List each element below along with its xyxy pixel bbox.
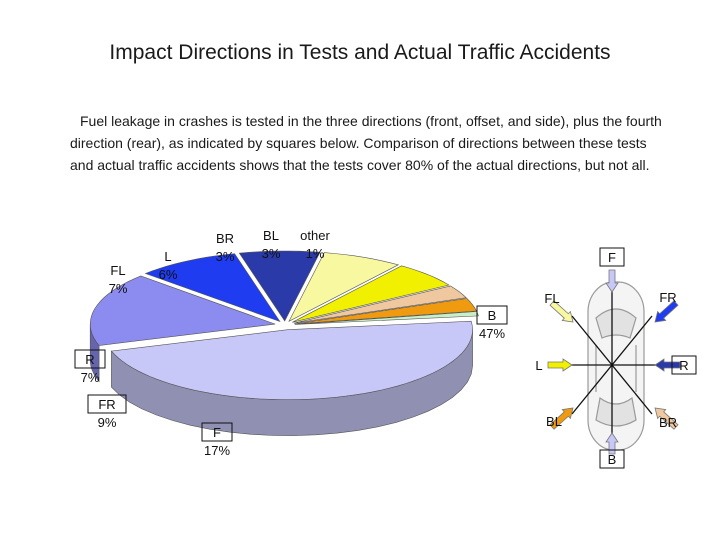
pie-pct-fr: 9%: [98, 415, 117, 430]
pie-slice-r: [238, 250, 321, 322]
direction-label-br: BR: [659, 415, 677, 430]
pie-slice-fl: [288, 252, 400, 322]
pie-label-fr: FR: [98, 397, 115, 412]
pie-label-box-fr: [87, 394, 127, 414]
pie-label-box-b: [476, 305, 508, 325]
direction-label-fl: FL: [544, 291, 559, 306]
arrow-fl-icon: [549, 300, 574, 323]
pie-label-br: BR: [216, 231, 234, 246]
arrow-fr-icon: [654, 300, 679, 323]
pie-pct-b: 47%: [479, 326, 505, 341]
pie-slice-l: [292, 265, 450, 323]
pie-tops: [89, 250, 479, 401]
direction-label-r: R: [679, 358, 688, 373]
car-outline-icon: [587, 281, 645, 451]
pie-label-l: L: [164, 249, 171, 264]
pie-pct-other: 1%: [306, 246, 325, 261]
pie-pct-br: 3%: [216, 249, 235, 264]
pie-label-other: other: [300, 228, 330, 243]
page-title: Impact Directions in Tests and Actual Tr…: [109, 41, 611, 64]
arrow-bl-icon: [549, 407, 574, 430]
direction-label-l: L: [535, 358, 542, 373]
direction-box-r: [671, 355, 697, 375]
direction-box-b: [599, 449, 625, 469]
pie-pct-fl: 7%: [109, 281, 128, 296]
pie-label-box-r: [74, 349, 106, 369]
pie-slice-fr: [144, 253, 281, 323]
pie-label-r: R: [85, 352, 94, 367]
arrow-r-icon: [654, 358, 681, 372]
arrow-b-icon: [605, 432, 619, 455]
pie-slice-br: [293, 285, 467, 324]
direction-label-f: F: [608, 250, 616, 265]
direction-box-f: [599, 247, 625, 267]
pie-labels: B 47% F 17% FR 9% R 7% FL 7% L 6% BR 3% BL 3% other 1%: [74, 228, 508, 458]
arrow-br-icon: [654, 407, 679, 430]
arrow-f-icon: [605, 269, 619, 293]
pie-label-bl: BL: [263, 228, 279, 243]
pie-slice-b: [110, 320, 473, 401]
pie-pct-f: 17%: [204, 443, 230, 458]
direction-label-bl: BL: [546, 414, 562, 429]
arrow-l-icon: [547, 358, 573, 372]
pie-slice-f: [89, 275, 276, 346]
pie-pct-bl: 3%: [262, 246, 281, 261]
pie-pct-r: 7%: [81, 370, 100, 385]
direction-label-fr: FR: [659, 290, 676, 305]
intro-paragraph: Fuel leakage in crashes is tested in the…: [70, 113, 662, 173]
pie-label-b: B: [488, 308, 497, 323]
direction-label-b: B: [608, 452, 617, 467]
pie-pct-l: 6%: [159, 267, 178, 282]
pie-label-box-f: [201, 422, 233, 442]
pie-label-fl: FL: [110, 263, 125, 278]
pie-label-f: F: [213, 425, 221, 440]
